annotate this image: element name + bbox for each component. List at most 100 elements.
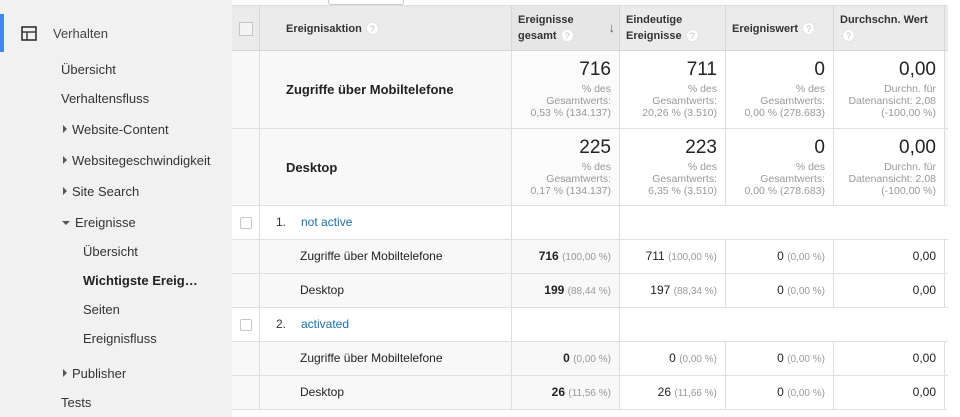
sidebar-item-label: Websitegeschwindigkeit: [72, 153, 211, 168]
avg-value: 0,00: [912, 249, 936, 263]
expand-triangle-icon: [63, 369, 67, 377]
sidebar-nav: Verhalten Übersicht Verhaltensfluss Webs…: [0, 0, 232, 417]
event-value: 0: [777, 385, 784, 399]
sidebar-item-label: Seiten: [83, 302, 120, 317]
subrow-segment-label: Zugriffe über Mobiltelefone: [300, 249, 443, 263]
metric-note: % des Gesamtwerts: 0,00 % (278.683): [744, 83, 825, 119]
help-icon[interactable]: ?: [365, 22, 379, 35]
metric-note: % des Gesamtwerts: 0,17 % (134.137): [530, 161, 611, 197]
sidebar-item-publisher[interactable]: Publisher: [63, 366, 126, 382]
avg-value: 0,00: [912, 385, 936, 399]
metric-value: 223: [685, 137, 717, 158]
collapse-triangle-icon: [62, 221, 70, 225]
sidebar-item-website-content[interactable]: Website-Content: [63, 122, 169, 138]
event-value: 0: [777, 283, 784, 297]
metric-value: 716: [579, 59, 611, 80]
table-subrow: Desktop 26 (11,56 %) 26 (11,66 %) 0 (0,0…: [232, 376, 948, 410]
metric-note: % des Gesamtwerts: 0,00 % (278.683): [744, 161, 825, 197]
table-row: 2. activated: [232, 308, 948, 342]
unique-events-value: 0: [669, 351, 676, 365]
unique-events-value: 197: [650, 283, 671, 297]
metric-value: 225: [579, 137, 611, 158]
metric-note: % des Gesamtwerts: 20,26 % (3.510): [642, 83, 717, 119]
sidebar-item-uebersicht[interactable]: Übersicht: [61, 62, 116, 78]
unique-events-value: 26: [657, 385, 672, 399]
metric-value: 0: [814, 137, 825, 158]
total-events-value: 716: [538, 249, 559, 263]
total-events-value: 26: [551, 385, 566, 399]
avg-value: 0,00: [912, 283, 936, 297]
table-row: 1. not active: [232, 206, 948, 240]
sidebar-item-label: Website-Content: [72, 122, 169, 137]
metric-value: 711: [686, 59, 717, 80]
top-control-partial[interactable]: [328, 0, 404, 5]
column-header-durchschn-wert[interactable]: Durchschn. Wert ?: [834, 6, 945, 50]
sort-descending-icon[interactable]: ↓: [608, 20, 616, 35]
row-checkbox[interactable]: [240, 217, 252, 229]
sidebar-item-verhaltensfluss[interactable]: Verhaltensfluss: [61, 91, 149, 107]
sidebar-item-label: Publisher: [72, 366, 127, 381]
metric-value: 0,00: [899, 59, 936, 80]
row-index: 2.: [276, 317, 287, 331]
event-value: 0: [777, 249, 784, 263]
metric-note: Durchn. für Datenansicht: 2,08 (-100,00 …: [848, 83, 936, 119]
row-index: 1.: [276, 215, 287, 229]
expand-triangle-icon: [63, 187, 67, 195]
unique-events-value: 711: [645, 249, 665, 263]
active-section-indicator: [0, 14, 4, 52]
column-header-eindeutige-ereignisse[interactable]: Eindeutige Ereignisse?: [620, 6, 726, 50]
total-events-value: 199: [544, 283, 565, 297]
row-checkbox[interactable]: [240, 319, 252, 331]
subrow-segment-label: Desktop: [300, 385, 345, 399]
sidebar-item-site-search[interactable]: Site Search: [63, 184, 139, 200]
sidebar-section-verhalten[interactable]: Verhalten: [0, 14, 232, 52]
segment-label: Desktop: [286, 160, 338, 175]
column-header-ereignisaktion[interactable]: Ereignisaktion?: [260, 6, 512, 50]
sidebar-item-label: Tests: [61, 395, 92, 410]
total-events-value: 0: [563, 351, 570, 365]
table-header-row: Ereignisaktion? Ereignisse gesamt? ↓ Ein…: [232, 5, 948, 51]
expand-triangle-icon: [63, 156, 67, 164]
help-icon[interactable]: ?: [560, 29, 574, 42]
sidebar-item-wichtigste-ereignisse[interactable]: Wichtigste Ereig…: [83, 273, 198, 289]
row-dimension-link[interactable]: not active: [301, 215, 353, 229]
help-icon[interactable]: ?: [685, 29, 699, 42]
sidebar-item-ereignisse[interactable]: Ereignisse: [62, 215, 136, 231]
help-icon[interactable]: ?: [842, 29, 855, 42]
subrow-segment-label: Desktop: [300, 283, 345, 297]
table-subrow: Zugriffe über Mobiltelefone 0 (0,00 %) 0…: [232, 342, 948, 376]
sidebar-item-websitegeschwindigkeit[interactable]: Websitegeschwindigkeit: [63, 153, 211, 169]
sidebar-item-label: Ereignisfluss: [83, 331, 157, 346]
sidebar-item-label: Site Search: [72, 184, 140, 199]
metric-value: 0: [814, 59, 825, 80]
metric-note: Durchn. für Datenansicht: 2,08 (-100,00 …: [848, 161, 936, 197]
sidebar-item-tests[interactable]: Tests: [61, 395, 91, 411]
sidebar-item-label: Ereignisse: [75, 215, 136, 230]
sidebar-item-seiten[interactable]: Seiten: [83, 302, 120, 318]
subrow-segment-label: Zugriffe über Mobiltelefone: [300, 351, 443, 365]
avg-value: 0,00: [912, 351, 936, 365]
segment-label: Zugriffe über Mobiltelefone: [286, 82, 454, 97]
event-value: 0: [777, 351, 784, 365]
sidebar-item-label: Verhaltensfluss: [61, 91, 150, 106]
segment-summary-row: Zugriffe über Mobiltelefone 716 % des Ges…: [232, 51, 948, 129]
sidebar-item-label: Wichtigste Ereig…: [83, 273, 198, 288]
select-all-checkbox[interactable]: [239, 22, 253, 36]
sidebar-item-label: Übersicht: [61, 62, 116, 77]
expand-triangle-icon: [63, 125, 67, 133]
metric-note: % des Gesamtwerts: 0,53 % (134.137): [530, 83, 611, 119]
layout-icon: [21, 26, 37, 41]
help-icon[interactable]: ?: [802, 22, 816, 35]
table-subrow: Desktop 199 (88,44 %) 197 (88,34 %) 0 (0…: [232, 274, 948, 308]
metric-value: 0,00: [899, 137, 936, 158]
sidebar-section-label: Verhalten: [53, 26, 108, 41]
table-subrow: Zugriffe über Mobiltelefone 716 (100,00 …: [232, 240, 948, 274]
column-header-ereignisse-gesamt[interactable]: Ereignisse gesamt? ↓: [512, 6, 620, 50]
sidebar-item-label: Übersicht: [83, 244, 138, 259]
row-dimension-link[interactable]: activated: [301, 317, 350, 331]
segment-summary-row: Desktop 225 % des Gesamtwerts: 0,17 % (13…: [232, 129, 948, 206]
sidebar-item-ereignisse-uebersicht[interactable]: Übersicht: [83, 244, 138, 260]
metric-note: % des Gesamtwerts: 6,35 % (3.510): [648, 161, 717, 197]
sidebar-item-ereignisfluss[interactable]: Ereignisfluss: [83, 331, 157, 347]
column-header-ereigniswert[interactable]: Ereigniswert?: [726, 6, 834, 50]
